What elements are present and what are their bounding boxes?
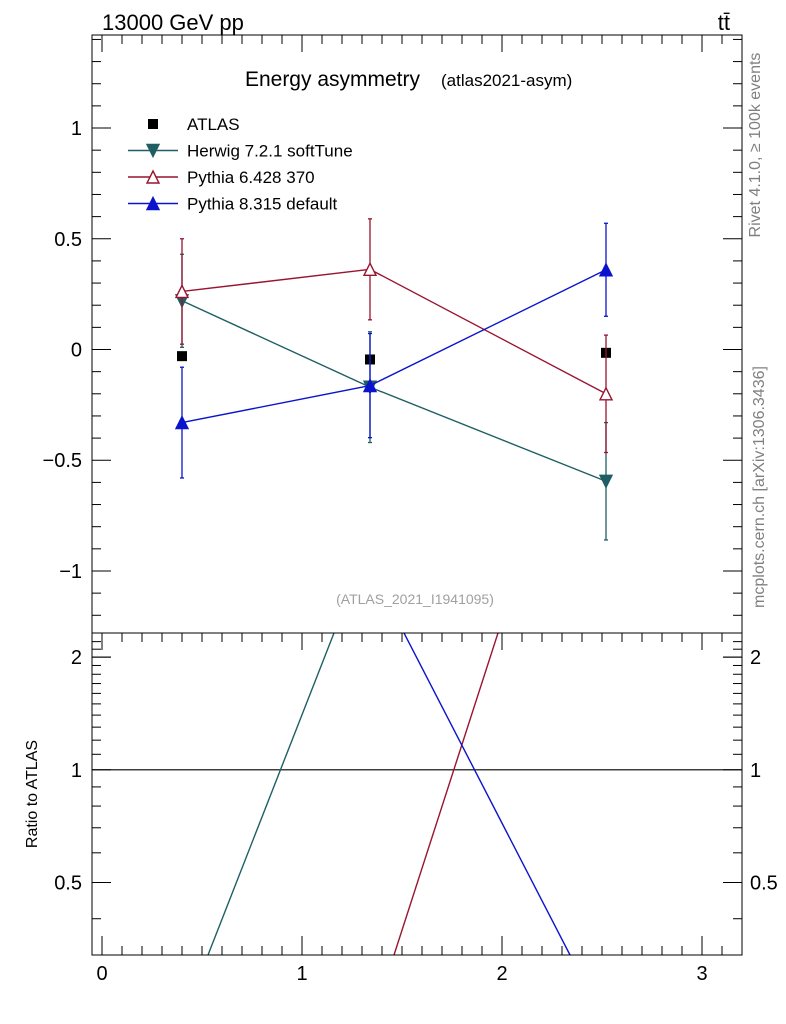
data-point xyxy=(362,261,378,277)
legend-label: Herwig 7.2.1 softTune xyxy=(187,142,353,161)
ratio-axis-ticks xyxy=(92,633,743,955)
ratio-y-tick-label-right: 1 xyxy=(750,760,761,782)
process-label: tt̄ xyxy=(718,10,730,35)
series-line xyxy=(181,269,607,424)
x-tick-label: 3 xyxy=(696,963,707,985)
legend-entry: Pythia 6.428 370 xyxy=(128,168,315,187)
ratio-plot-panel: 0.5 0.5 1 1 2 2 0 1 2 3 Ratio to ATLAS xyxy=(24,632,778,985)
ratio-line-pythia-8-315-default xyxy=(403,633,571,955)
ratio-y-tick-labels: 0.5 0.5 1 1 2 2 xyxy=(54,647,778,894)
main-y-tick-label: −0.5 xyxy=(43,450,82,472)
data-point xyxy=(177,351,187,362)
ratio-y-tick-label-right: 2 xyxy=(750,647,761,669)
data-point xyxy=(598,262,614,277)
ratio-y-tick-label-left: 1 xyxy=(71,760,82,782)
data-point xyxy=(598,386,614,401)
plot-title: Energy asymmetry xyxy=(245,68,421,91)
series-line xyxy=(181,268,607,395)
main-data-series xyxy=(174,218,614,541)
ratio-y-axis-label: Ratio to ATLAS xyxy=(24,740,41,848)
x-tick-label: 2 xyxy=(496,963,507,985)
series-herwig-7-2-1-softtune xyxy=(174,253,614,541)
ratio-y-tick-label-left: 2 xyxy=(71,647,82,669)
data-point xyxy=(598,474,614,489)
ratio-series-lines xyxy=(92,633,742,955)
series-pythia-8-315-default xyxy=(174,222,614,479)
legend-marker xyxy=(145,143,161,159)
x-tick-labels: 0 1 2 3 xyxy=(96,963,707,985)
main-y-tick-label: 0 xyxy=(71,340,82,362)
data-point xyxy=(174,415,190,430)
data-point xyxy=(362,378,378,393)
main-y-tick-label: 0.5 xyxy=(54,229,82,251)
main-axis-ticks xyxy=(92,35,743,616)
rivet-version-label: Rivet 4.1.0, ≥ 100k events xyxy=(747,53,764,238)
x-tick-label: 1 xyxy=(296,963,307,985)
x-tick-label: 0 xyxy=(96,963,107,985)
legend-entry: Pythia 8.315 default xyxy=(128,195,338,214)
main-plot-panel: −1 −0.5 0 0.5 1 Energy asymmetry (atlas2021-… xyxy=(43,34,743,634)
legend-label: Pythia 6.428 370 xyxy=(187,168,315,187)
series-line xyxy=(181,300,607,482)
series-pythia-6-428-370 xyxy=(174,218,614,454)
analysis-watermark: (ATLAS_2021_I1941095) xyxy=(336,591,494,607)
legend-marker xyxy=(148,119,158,129)
ratio-y-tick-label-right: 0.5 xyxy=(750,872,778,894)
main-y-tick-label: 1 xyxy=(71,118,82,140)
ratio-panel-frame xyxy=(91,632,743,956)
data-point xyxy=(174,283,190,299)
plot-subtitle: (atlas2021-asym) xyxy=(441,71,572,90)
main-y-tick-labels: −1 −0.5 0 0.5 1 xyxy=(43,118,82,583)
legend-entry: ATLAS xyxy=(148,115,240,134)
legend-entry: Herwig 7.2.1 softTune xyxy=(128,142,353,161)
legend-marker xyxy=(145,195,161,211)
legend-label: Pythia 8.315 default xyxy=(187,195,338,214)
beam-label: 13000 GeV pp xyxy=(102,10,244,35)
legend-marker xyxy=(145,169,161,184)
legend-label: ATLAS xyxy=(187,115,240,134)
ratio-line-pythia-6-428-370 xyxy=(393,633,499,955)
main-y-tick-label: −1 xyxy=(59,561,82,583)
legend: ATLAS Herwig 7.2.1 softTune Pythia 6.428 3… xyxy=(128,115,353,214)
source-label: mcplots.cern.ch [arXiv:1306.3436] xyxy=(751,366,768,608)
ratio-line-herwig-7-2-1-softtune xyxy=(207,633,335,955)
ratio-y-tick-label-left: 0.5 xyxy=(54,872,82,894)
